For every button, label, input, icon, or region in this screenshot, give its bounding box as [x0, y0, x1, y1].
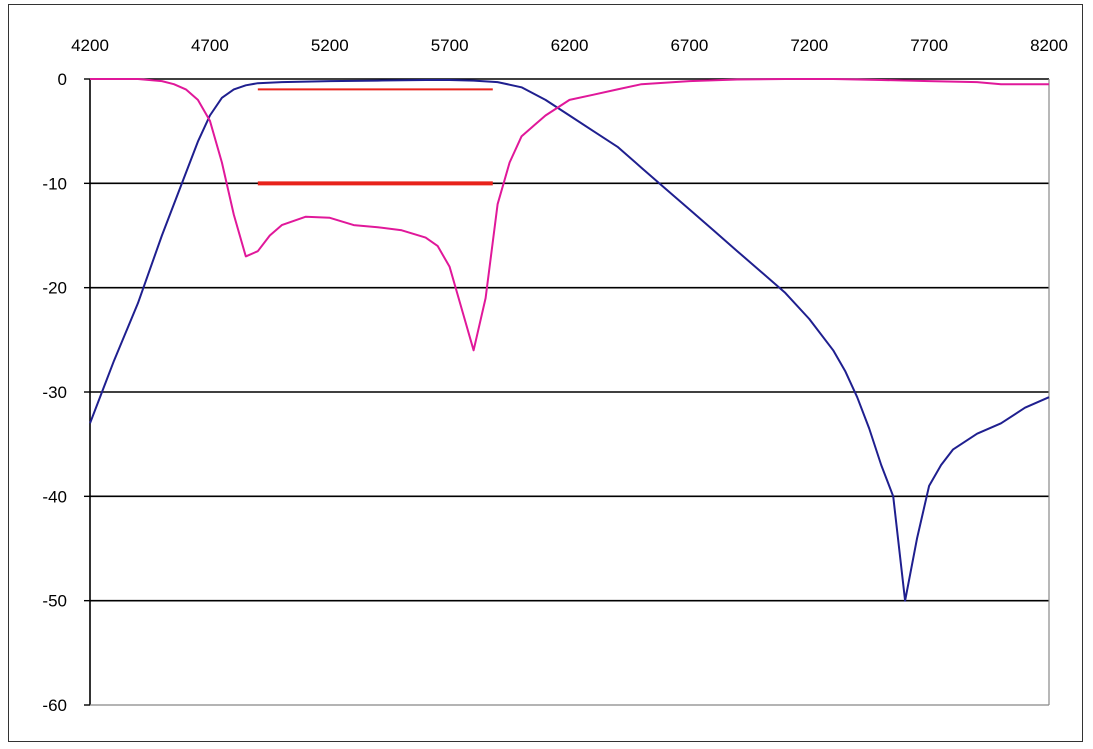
line-chart: 4200 4700 5200 5700 6200 6700 7200 7700 8200 0 -1… [42, 36, 1068, 715]
y-tick-label-2: -20 [42, 279, 67, 298]
y-tick-label-6: -60 [42, 696, 67, 715]
x-tick-labels: 4200 4700 5200 5700 6200 6700 7200 7700 8200 [71, 36, 1068, 55]
x-tick-label-4: 6200 [551, 36, 589, 55]
y-tick-label-0: 0 [58, 70, 67, 89]
series-line-0 [89, 79, 1050, 602]
series-lines [89, 78, 1050, 602]
y-tick-label-1: -10 [42, 174, 67, 193]
x-tick-label-0: 4200 [71, 36, 109, 55]
y-tick-label-3: -30 [42, 383, 67, 402]
reference-lines [257, 88, 493, 186]
y-tick-label-5: -50 [42, 592, 67, 611]
axes [84, 78, 1050, 706]
x-tick-label-3: 5700 [431, 36, 469, 55]
x-tick-label-6: 7200 [790, 36, 828, 55]
chart-frame: 4200 4700 5200 5700 6200 6700 7200 7700 8200 0 -1… [8, 4, 1083, 742]
x-tick-label-1: 4700 [191, 36, 229, 55]
series-line-1 [90, 78, 1049, 352]
x-tick-label-5: 6700 [670, 36, 708, 55]
x-tick-label-2: 5200 [311, 36, 349, 55]
grid-lines [90, 78, 1049, 602]
y-tick-label-4: -40 [42, 487, 67, 506]
x-tick-label-8: 8200 [1030, 36, 1068, 55]
x-tick-label-7: 7700 [910, 36, 948, 55]
y-tick-labels: 0 -10 -20 -30 -40 -50 -60 [42, 70, 67, 715]
